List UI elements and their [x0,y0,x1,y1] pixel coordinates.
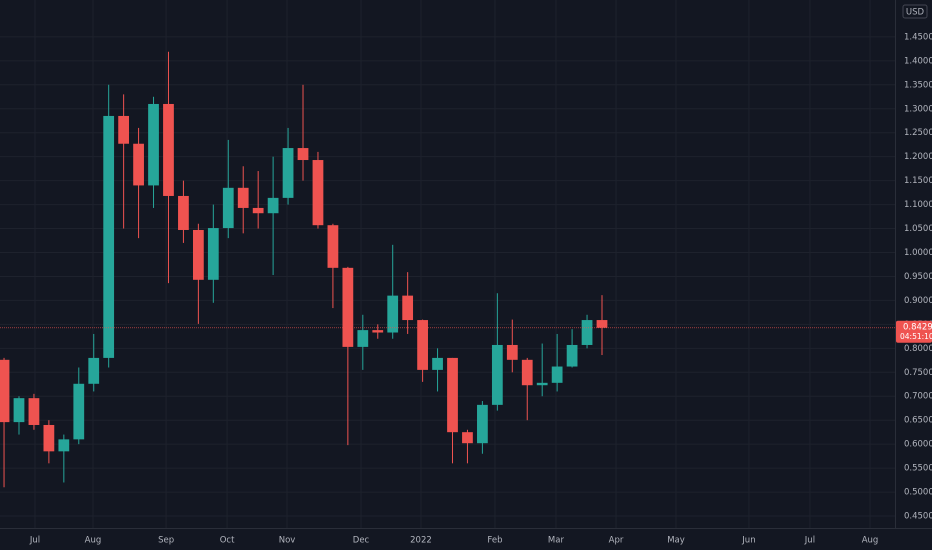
candle-body [192,229,204,280]
x-tick-label: Feb [487,536,502,546]
y-tick-label: 0.7000 [904,392,932,402]
y-tick-label: 0.9500 [904,272,932,282]
x-tick-label: Nov [279,536,296,546]
candle-body [447,357,458,433]
candle-body [28,398,40,425]
x-tick-label: May [667,536,685,546]
y-tick-label: 0.7500 [904,368,932,378]
y-tick-label: 1.0500 [904,224,932,234]
x-tick-label: Jul [29,536,40,546]
y-tick-label: 1.2000 [904,152,932,162]
candle-body [297,148,309,161]
candle-body [43,424,55,452]
candle-body [491,344,503,405]
x-tick-label: Sep [158,536,174,546]
candle-body [312,160,324,226]
candle-body [222,187,234,229]
y-tick-label: 1.4500 [904,32,932,42]
y-tick-label: 1.2500 [904,128,932,138]
candle-body [282,148,294,198]
y-tick-label: 0.6500 [904,416,932,426]
candle-body [372,330,384,333]
candle-body [506,344,518,360]
candle-body [477,404,488,444]
x-tick-label: Aug [85,536,102,546]
x-tick-label: Jun [741,536,755,546]
candle-body [536,382,548,386]
candle-body [581,320,593,345]
candle-body [432,357,443,370]
candle-body [462,432,473,444]
candle-body [103,115,115,358]
y-tick-label: 0.5500 [904,464,932,474]
candle-body [13,398,25,423]
candle-body [133,143,144,186]
y-tick-label: 1.4000 [904,56,932,66]
candle-body [163,103,174,196]
y-tick-label: 0.9000 [904,296,932,306]
last-price-badge [896,320,932,343]
candle-body [566,344,578,367]
candle-body [327,225,339,268]
candle-body [551,366,563,383]
candle-body [252,207,264,214]
candle-body [178,195,189,230]
x-tick-label: Mar [548,536,565,546]
x-tick-label: Apr [609,536,624,546]
candle-body [357,330,369,347]
candle-body [596,320,608,328]
y-tick-label: 1.1500 [904,176,932,186]
candle-body [267,197,279,214]
candle-body [387,295,399,333]
currency-label: USD [906,8,925,18]
y-tick-label: 0.4500 [904,512,932,522]
candle-body [402,295,414,321]
y-tick-label: 1.3000 [904,104,932,114]
y-tick-label: 0.5000 [904,488,932,498]
x-tick-label: Jul [804,536,815,546]
candle-body [118,115,130,144]
candle-body [58,439,70,452]
y-tick-label: 1.0000 [904,248,932,258]
candle-body [417,320,428,370]
candle-body [237,187,249,208]
candle-body [0,359,10,423]
y-tick-label: 1.1000 [904,200,932,210]
currency-badge[interactable] [902,4,928,19]
x-tick-label: Dec [353,536,370,546]
candle-body [88,357,100,384]
candle-body [73,383,85,440]
x-tick-label: Oct [220,536,235,546]
x-tick-label: 2022 [410,536,432,546]
countdown-label: 04:51:10 [900,332,932,341]
y-tick-label: 0.6000 [904,440,932,450]
candle-body [342,267,354,347]
candle-body [148,103,159,186]
x-tick-label: Aug [862,536,879,546]
candle-body [207,228,219,280]
y-tick-label: 1.3500 [904,80,932,90]
candle-body [521,359,533,386]
y-tick-label: 0.8000 [904,344,932,354]
last-price-label: 0.8429 [903,322,932,332]
